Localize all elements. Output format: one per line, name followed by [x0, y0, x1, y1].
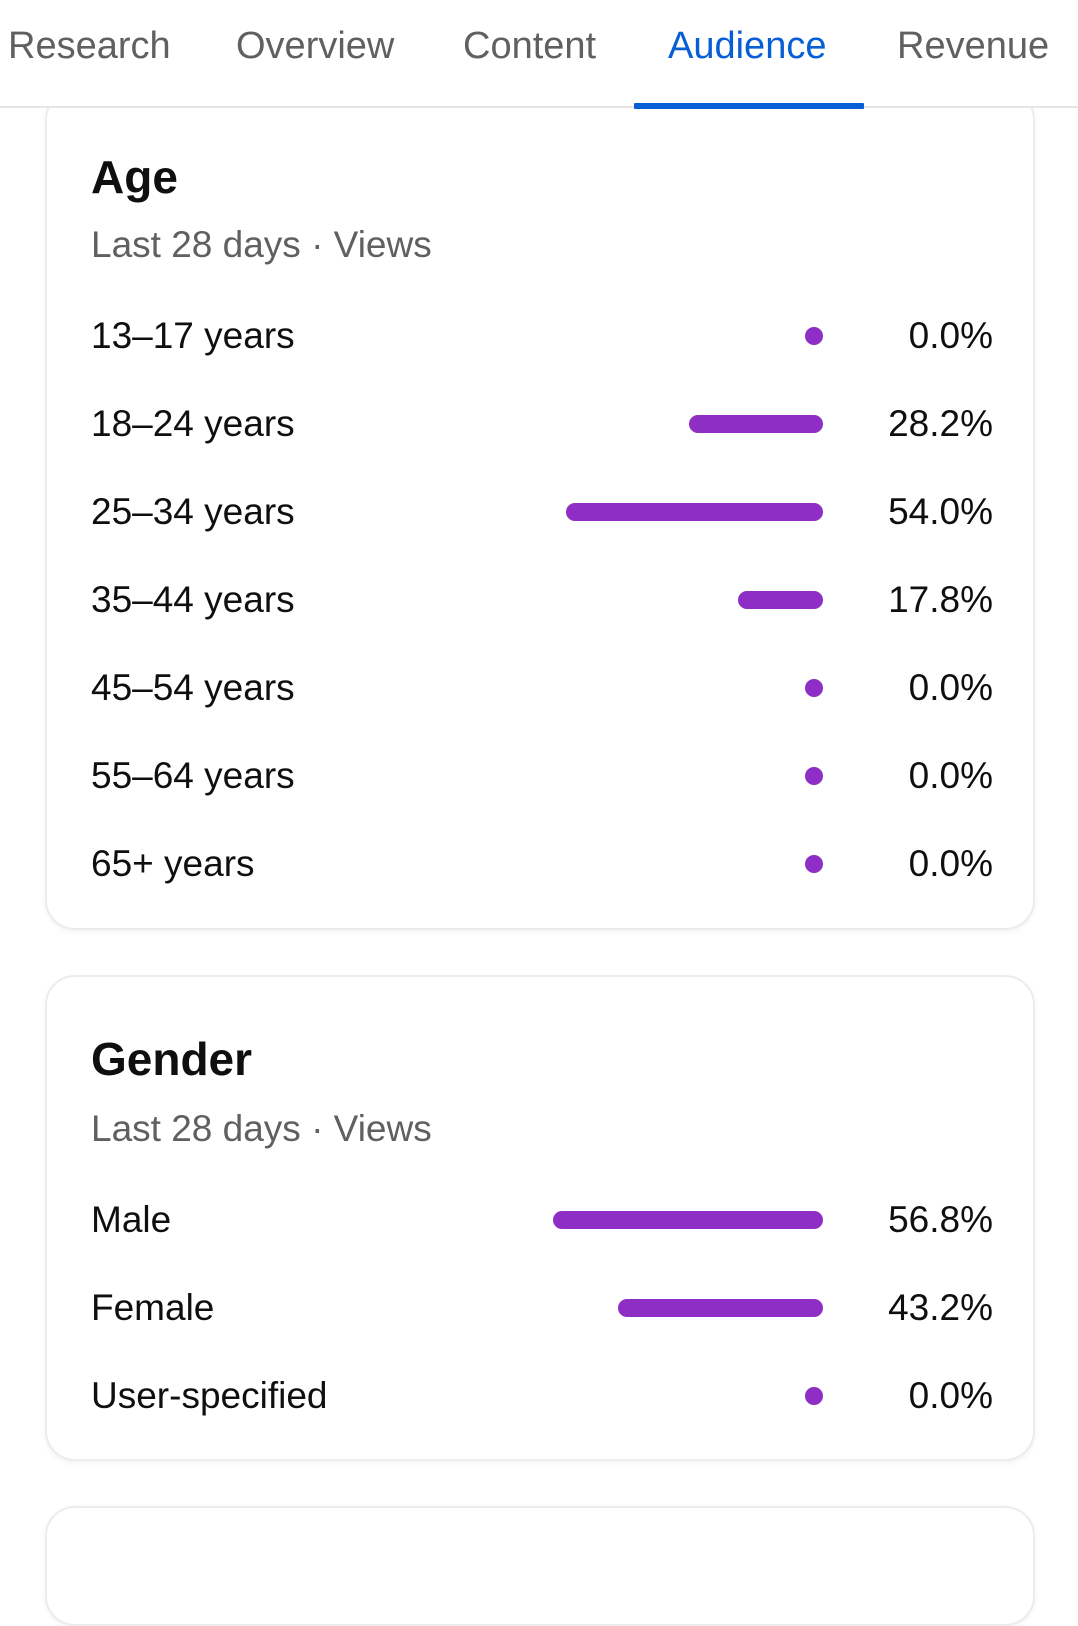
gender-row-label: User-specified	[91, 1375, 328, 1416]
gender-row-label: Female	[91, 1287, 215, 1328]
age-row-label: 25–34 years	[91, 491, 295, 532]
bar-track	[553, 1387, 823, 1405]
age-row-value: 28.2%	[888, 403, 993, 444]
bar-track	[553, 855, 823, 873]
bar-track	[553, 679, 823, 697]
gender-row-value: 43.2%	[888, 1287, 993, 1328]
age-row-value: 0.0%	[908, 667, 993, 708]
gender-card-subtitle: Last 28 days · Views	[91, 1108, 432, 1149]
gender-row: Male 56.8%	[47, 1176, 1037, 1264]
age-bar	[738, 591, 823, 609]
age-card-title: Age	[91, 151, 178, 203]
age-row-value: 0.0%	[908, 843, 993, 884]
age-row-value: 54.0%	[888, 491, 993, 532]
age-row-value: 0.0%	[908, 315, 993, 356]
age-row: 45–54 years 0.0%	[47, 644, 1037, 732]
tab-content[interactable]: Content	[463, 25, 597, 67]
next-card	[45, 1506, 1035, 1626]
gender-row: User-specified 0.0%	[47, 1352, 1037, 1440]
tab-overview[interactable]: Overview	[236, 25, 395, 67]
tab-bar: Research Overview Content Audience Reven…	[0, 0, 1078, 109]
age-card: Age Last 28 days · Views 13–17 years 0.0…	[45, 90, 1035, 930]
age-row-label: 18–24 years	[91, 403, 295, 444]
gender-bar	[553, 1211, 823, 1229]
bar-track	[553, 767, 823, 785]
age-row-label: 13–17 years	[91, 315, 295, 356]
age-bar	[805, 327, 823, 345]
age-bar	[805, 767, 823, 785]
gender-row-label: Male	[91, 1199, 172, 1240]
gender-bar	[805, 1387, 823, 1405]
bar-track	[553, 327, 823, 345]
age-card-subtitle: Last 28 days · Views	[91, 224, 432, 265]
bar-track	[553, 591, 823, 609]
bar-track	[553, 415, 823, 433]
age-row: 25–34 years 54.0%	[47, 468, 1037, 556]
gender-row-value: 0.0%	[908, 1375, 993, 1416]
age-bar	[688, 415, 823, 433]
age-row-label: 35–44 years	[91, 579, 295, 620]
gender-card: Gender Last 28 days · Views Male 56.8% F…	[45, 975, 1035, 1461]
tab-revenue[interactable]: Revenue	[897, 25, 1050, 67]
age-row: 13–17 years 0.0%	[47, 292, 1037, 380]
gender-card-title: Gender	[91, 1033, 253, 1085]
age-row: 55–64 years 0.0%	[47, 732, 1037, 820]
gender-row: Female 43.2%	[47, 1264, 1037, 1352]
gender-row-value: 56.8%	[888, 1199, 993, 1240]
age-row: 18–24 years 28.2%	[47, 380, 1037, 468]
gender-bar	[617, 1299, 823, 1317]
age-bar	[805, 679, 823, 697]
tab-research[interactable]: Research	[8, 25, 171, 67]
age-row-label: 45–54 years	[91, 667, 295, 708]
age-row-value: 17.8%	[888, 579, 993, 620]
active-tab-indicator	[634, 103, 864, 109]
age-row: 65+ years 0.0%	[47, 820, 1037, 908]
tab-audience[interactable]: Audience	[668, 25, 827, 67]
age-row: 35–44 years 17.8%	[47, 556, 1037, 644]
age-bar	[805, 855, 823, 873]
age-bar	[566, 503, 823, 521]
bar-track	[553, 1211, 823, 1229]
age-row-value: 0.0%	[908, 755, 993, 796]
bar-track	[553, 1299, 823, 1317]
age-row-label: 55–64 years	[91, 755, 295, 796]
bar-track	[553, 503, 823, 521]
age-row-label: 65+ years	[91, 843, 255, 884]
